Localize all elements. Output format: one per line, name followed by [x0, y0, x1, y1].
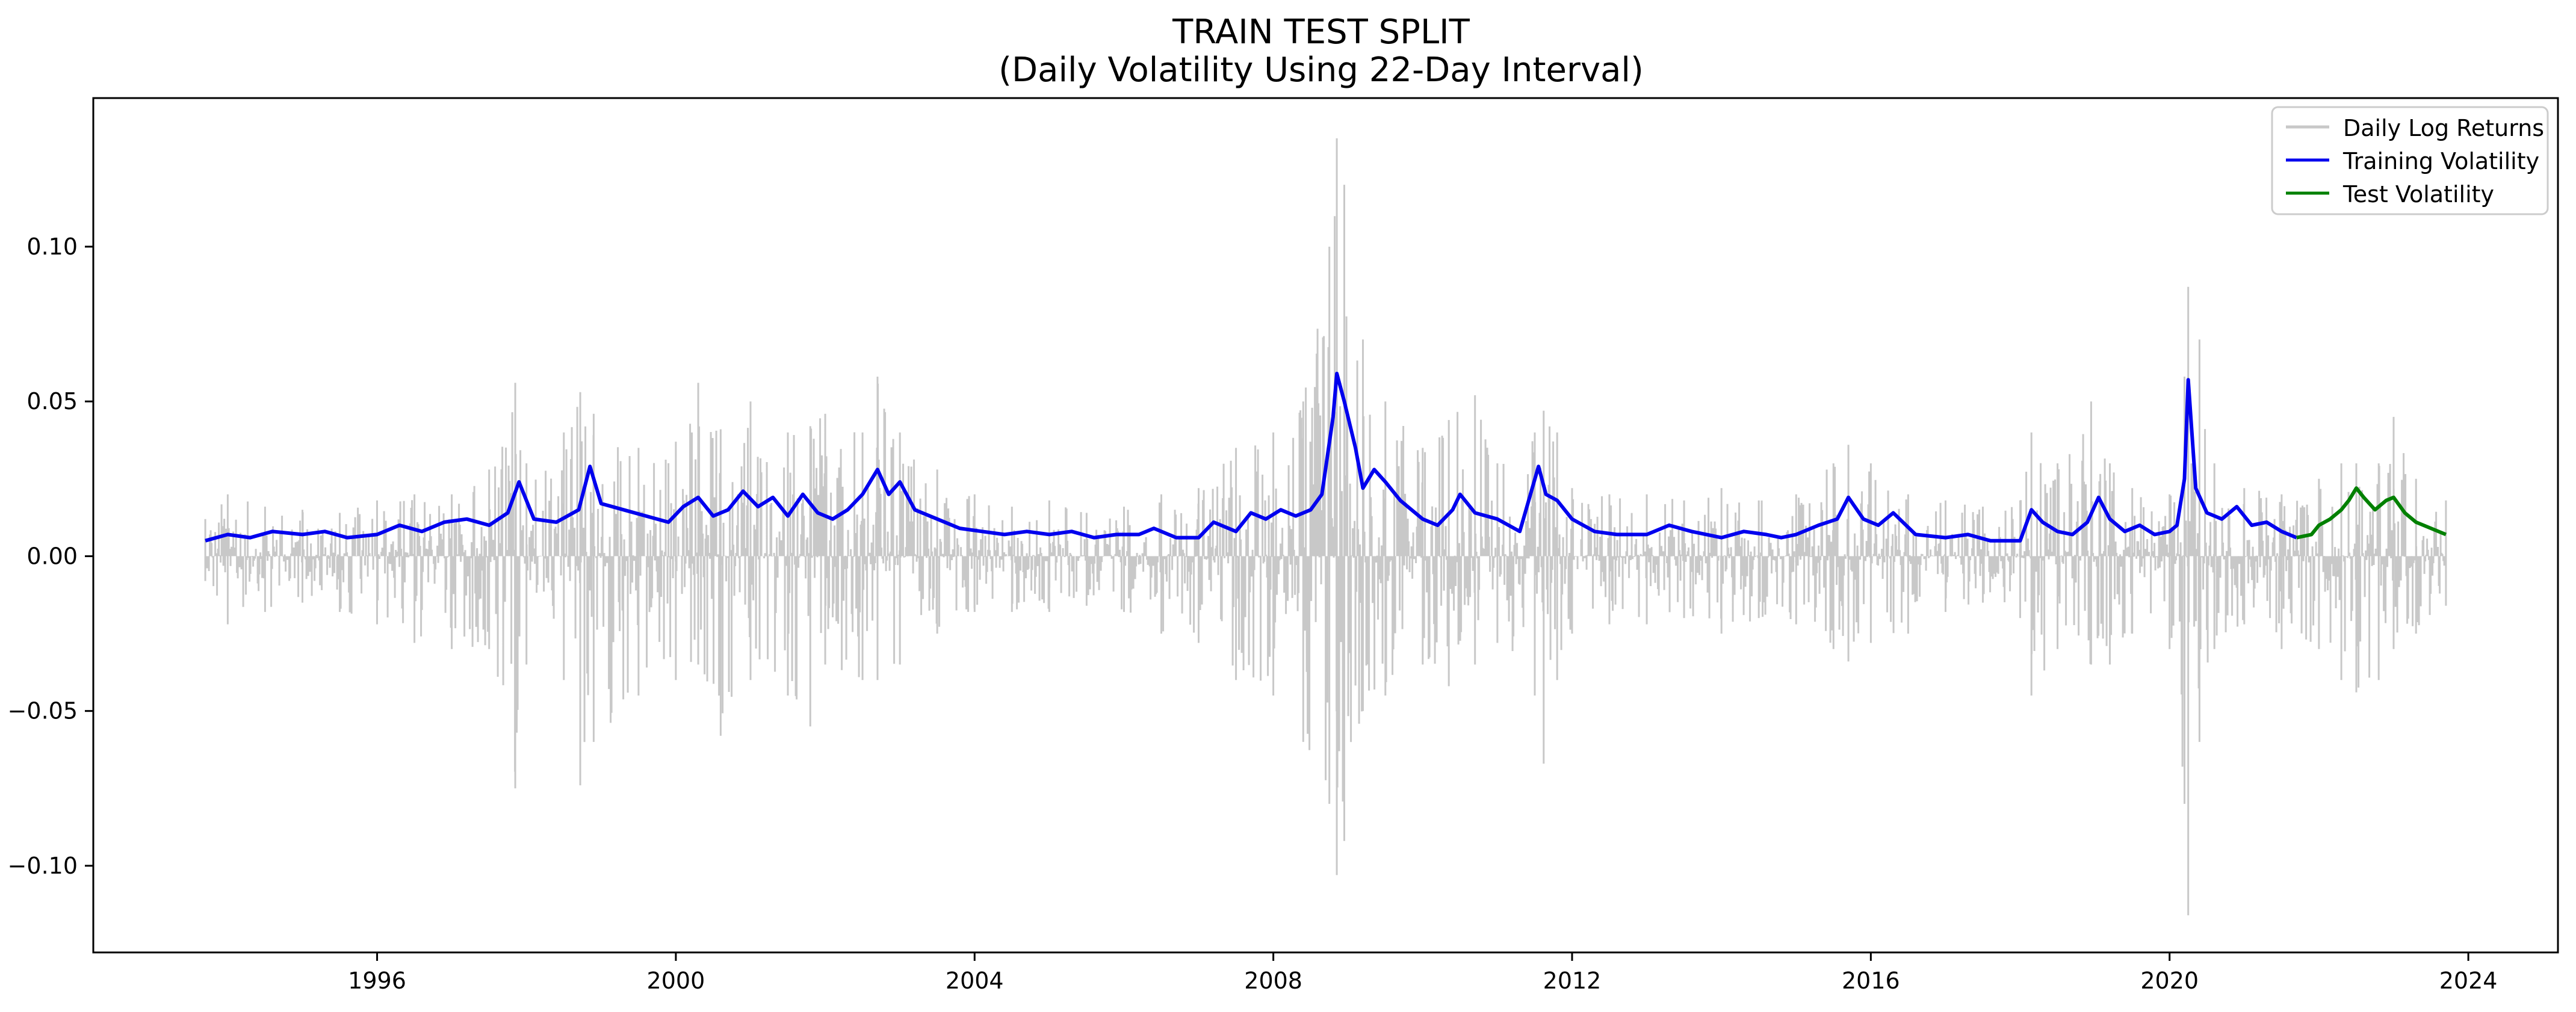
returns-layer	[204, 138, 2447, 916]
y-tick-label: 0.10	[26, 233, 78, 260]
x-tick-label: 2000	[647, 967, 705, 994]
y-tick-label: −0.05	[8, 698, 78, 724]
legend-training-label: Training Volatility	[2342, 148, 2539, 174]
y-tick-label: 0.05	[26, 388, 78, 415]
legend: Daily Log Returns Training Volatility Te…	[2271, 106, 2549, 215]
series-line-test	[2296, 486, 2447, 540]
x-tick-label: 2016	[1842, 967, 1900, 994]
x-axis: 1996 2000 2004 2008 2012 2016 2020 2024	[348, 952, 2497, 994]
chart-title: TRAIN TEST SPLIT	[1172, 13, 1470, 52]
legend-returns-label: Daily Log Returns	[2343, 115, 2544, 141]
x-tick-label: 2004	[946, 967, 1004, 994]
x-tick-label: 1996	[348, 967, 406, 994]
legend-test-label: Test Volatility	[2342, 181, 2494, 208]
y-tick-label: 0.00	[26, 543, 78, 569]
series-layer	[205, 371, 2447, 543]
returns-path	[204, 138, 2447, 916]
chart-subtitle: (Daily Volatility Using 22-Day Interval)	[999, 51, 1644, 90]
y-tick-label: −0.10	[8, 853, 78, 879]
y-axis: −0.10 −0.05 0.00 0.05 0.10	[8, 233, 93, 879]
x-tick-label: 2020	[2140, 967, 2199, 994]
x-tick-label: 2008	[1244, 967, 1302, 994]
series-line-training	[205, 371, 2297, 543]
legend-box	[2271, 106, 2549, 215]
plot-frame	[92, 97, 2559, 954]
x-tick-label: 2024	[2439, 967, 2498, 994]
x-tick-label: 2012	[1543, 967, 1602, 994]
